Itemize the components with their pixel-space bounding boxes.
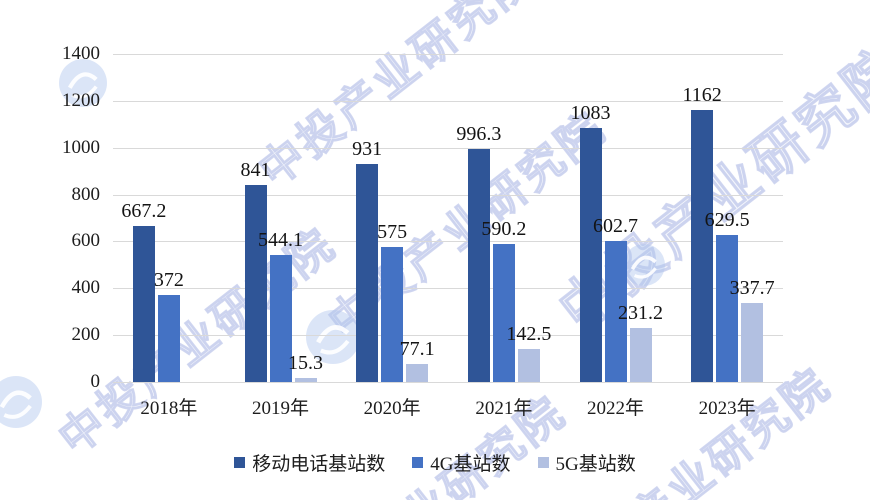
y-axis-tick-label: 600 — [71, 230, 101, 252]
bar-value-label: 629.5 — [704, 208, 750, 231]
bar — [691, 109, 714, 382]
bar-value-label: 1083 — [570, 102, 611, 125]
legend-item: 移动电话基站数 — [234, 449, 385, 476]
bar-value-label: 602.7 — [593, 214, 638, 237]
bar-value-label: 575 — [377, 221, 408, 244]
bar-value-label: 931 — [352, 137, 383, 160]
chart-legend: 移动电话基站数 4G基站数 5G基站数 — [0, 449, 870, 476]
y-axis-tick-label: 400 — [71, 277, 101, 299]
legend-item: 4G基站数 — [412, 449, 511, 476]
x-axis-label: 2020年 — [363, 398, 421, 419]
bar — [157, 294, 180, 382]
gridline — [113, 241, 783, 243]
bar-value-label: 231.2 — [618, 301, 663, 324]
bar-value-label: 544.1 — [258, 228, 303, 251]
bar — [579, 128, 602, 382]
bar — [629, 327, 652, 382]
legend-label: 4G基站数 — [430, 454, 511, 475]
gridline — [113, 147, 783, 149]
bar-value-label: 77.1 — [399, 337, 435, 360]
bar-value-label: 841 — [240, 158, 271, 181]
bar-value-label: 1162 — [682, 83, 722, 106]
bar-value-label: 590.2 — [481, 217, 527, 240]
bar — [492, 243, 515, 382]
gridline — [113, 194, 783, 196]
y-axis-tick-label: 0 — [90, 371, 101, 392]
watermark-text: 中投产业研究院 — [250, 0, 546, 197]
legend-swatch — [234, 457, 246, 468]
legend-swatch — [412, 457, 424, 468]
watermark-logo-icon — [623, 244, 665, 286]
bar — [381, 247, 404, 382]
legend-label: 5G基站数 — [555, 454, 636, 475]
x-axis-label: 2019年 — [251, 398, 310, 419]
y-axis-tick-label: 1000 — [62, 136, 100, 158]
gridline — [113, 382, 783, 383]
bar-value-label: 142.5 — [506, 322, 552, 345]
bar — [294, 378, 317, 382]
y-axis-tick-label: 1200 — [62, 89, 100, 111]
legend-label: 移动电话基站数 — [252, 454, 386, 475]
bar — [716, 234, 739, 382]
gridline — [113, 335, 783, 337]
legend-item: 5G基站数 — [537, 449, 636, 476]
y-axis-tick-label: 200 — [71, 324, 101, 346]
gridline — [113, 54, 783, 55]
bar — [406, 363, 429, 382]
bar-value-label: 337.7 — [729, 276, 775, 299]
y-axis-tick-label: 800 — [71, 183, 101, 205]
legend-swatch — [537, 457, 549, 468]
gridline — [113, 100, 783, 102]
bar — [132, 225, 155, 382]
bar-value-label: 996.3 — [456, 122, 502, 145]
bar-value-label: 667.2 — [121, 199, 167, 222]
y-axis-tick-label: 1400 — [62, 43, 100, 64]
bar-value-label: 15.3 — [288, 352, 323, 375]
bar — [467, 148, 490, 382]
x-axis-label: 2021年 — [475, 398, 533, 419]
bar — [356, 163, 379, 382]
bar — [517, 348, 540, 382]
x-axis-label: 2023年 — [698, 398, 756, 419]
bar — [741, 302, 764, 382]
x-axis-label: 2022年 — [586, 398, 645, 419]
bar — [244, 184, 267, 382]
gridline — [113, 288, 783, 290]
x-axis-label: 2018年 — [140, 398, 198, 419]
bar — [604, 240, 627, 382]
bar — [269, 254, 292, 382]
bar-value-label: 372 — [153, 268, 184, 291]
